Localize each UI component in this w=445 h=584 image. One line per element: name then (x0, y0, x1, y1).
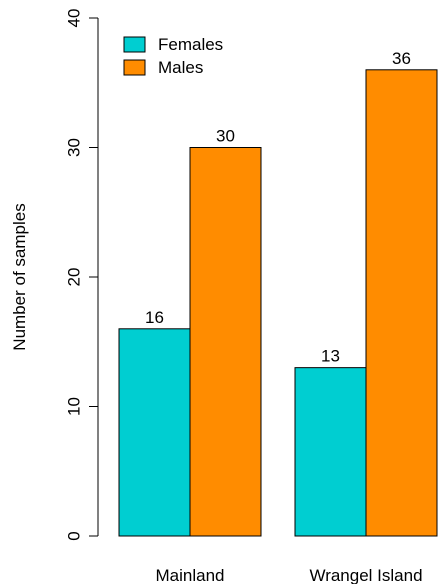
y-axis-title: Number of samples (10, 203, 29, 350)
y-axis: 0 10 20 30 40 (65, 9, 99, 541)
legend-swatch-females (123, 36, 146, 53)
category-label: Mainland (156, 566, 225, 584)
y-tick-label: 0 (65, 531, 84, 540)
legend-label: Males (158, 58, 203, 77)
bar-value-label: 36 (392, 49, 411, 68)
legend-swatch-males (123, 59, 146, 76)
bar-labels: 16 30 13 36 (145, 49, 411, 366)
bar-males-1 (365, 69, 438, 537)
y-tick-label: 30 (65, 138, 84, 157)
y-tick-label: 10 (65, 397, 84, 416)
bars (118, 69, 438, 537)
y-tick-label: 20 (65, 268, 84, 287)
bar-value-label: 13 (321, 347, 340, 366)
legend-label: Females (158, 35, 223, 54)
category-labels: Mainland Wrangel Island (156, 566, 423, 584)
bar-females-1 (294, 367, 367, 537)
bar-value-label: 30 (216, 127, 235, 146)
legend: Females Males (123, 35, 223, 77)
y-tick-label: 40 (65, 9, 84, 28)
bar-males-0 (189, 147, 262, 537)
bar-value-label: 16 (145, 308, 164, 327)
category-label: Wrangel Island (309, 566, 422, 584)
bar-females-0 (118, 328, 191, 537)
